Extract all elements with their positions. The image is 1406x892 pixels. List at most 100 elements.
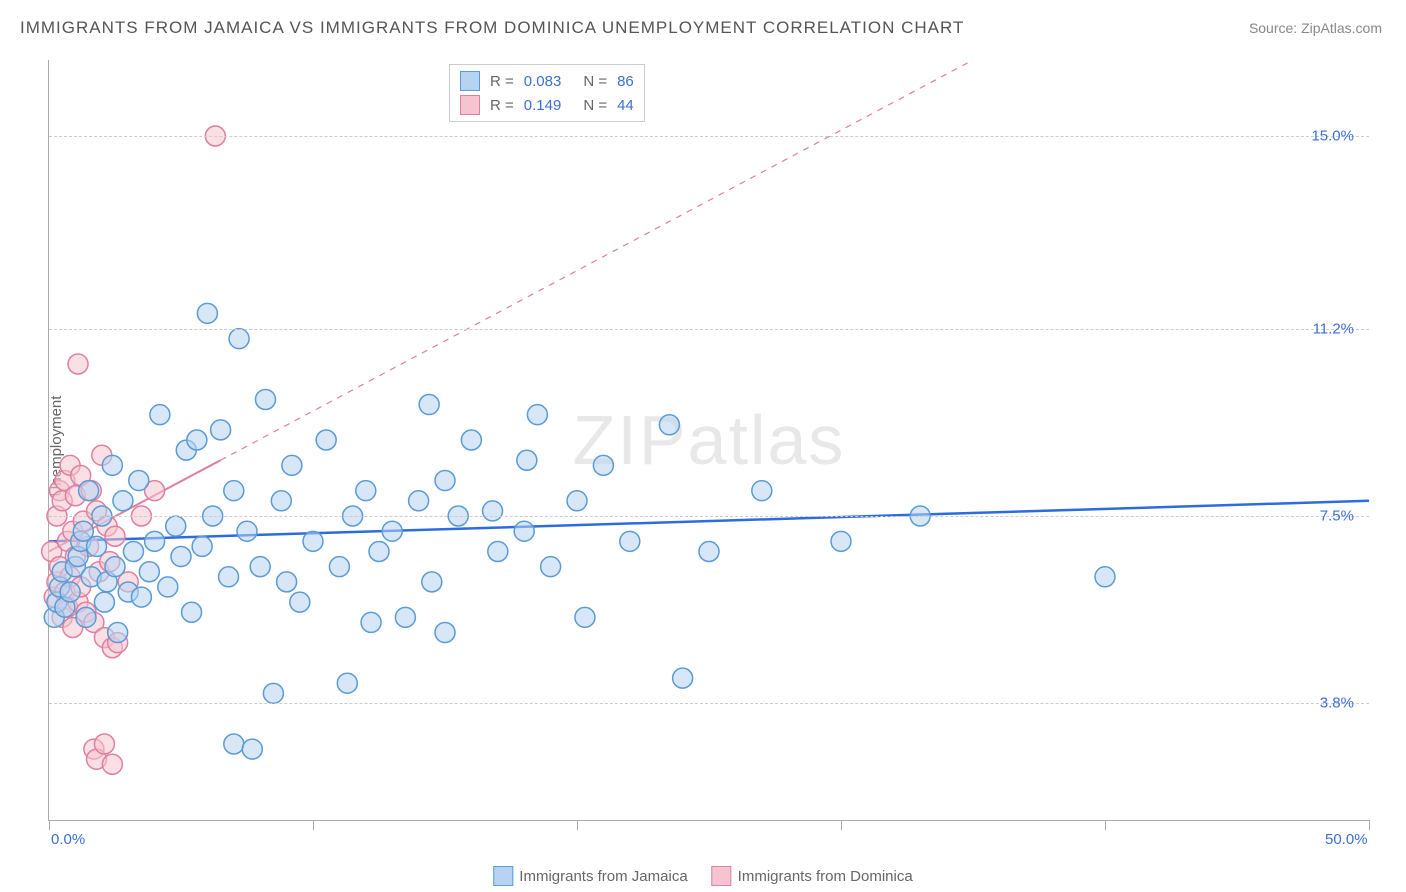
data-point xyxy=(517,450,537,470)
stat-r-value: 0.149 xyxy=(524,97,562,114)
chart-title: IMMIGRANTS FROM JAMAICA VS IMMIGRANTS FR… xyxy=(20,18,964,38)
data-point xyxy=(752,481,772,501)
data-point xyxy=(158,577,178,597)
data-point xyxy=(192,536,212,556)
data-point xyxy=(150,405,170,425)
gridline xyxy=(49,703,1369,704)
data-point xyxy=(541,557,561,577)
data-point xyxy=(131,587,151,607)
data-point xyxy=(620,531,640,551)
data-point xyxy=(105,526,125,546)
data-point xyxy=(290,592,310,612)
legend-swatch xyxy=(493,866,513,886)
data-point xyxy=(316,430,336,450)
data-point xyxy=(361,612,381,632)
stat-row: R =0.083N =86 xyxy=(460,69,634,93)
stat-r-label: R = xyxy=(490,73,514,90)
data-point xyxy=(108,623,128,643)
data-point xyxy=(182,602,202,622)
data-point xyxy=(488,541,508,561)
data-point xyxy=(171,547,191,567)
data-point xyxy=(211,420,231,440)
data-point xyxy=(87,536,107,556)
stat-row: R = 0.149 N = 44 xyxy=(460,93,634,117)
x-tick xyxy=(313,820,314,830)
data-point xyxy=(94,734,114,754)
stat-r-label: R = xyxy=(490,97,514,114)
data-point xyxy=(514,521,534,541)
data-point xyxy=(575,607,595,627)
plot-area: ZIPatlas R =0.083N =86R =0.149N =44 3.8%… xyxy=(48,60,1369,821)
data-point xyxy=(422,572,442,592)
data-point xyxy=(435,471,455,491)
data-point xyxy=(129,471,149,491)
gridline xyxy=(49,136,1369,137)
data-point xyxy=(435,623,455,643)
x-tick xyxy=(1369,820,1370,830)
data-point xyxy=(237,521,257,541)
data-point xyxy=(255,389,275,409)
data-point xyxy=(68,354,88,374)
data-point xyxy=(409,491,429,511)
data-point xyxy=(527,405,547,425)
stat-n-label: N = xyxy=(583,97,607,114)
data-point xyxy=(105,557,125,577)
data-point xyxy=(197,303,217,323)
data-point xyxy=(593,455,613,475)
legend-item: Immigrants from Jamaica xyxy=(493,866,687,886)
legend-label: Immigrants from Dominica xyxy=(738,868,913,885)
data-point xyxy=(1095,567,1115,587)
data-point xyxy=(224,481,244,501)
data-point xyxy=(382,521,402,541)
stats-legend: R =0.083N =86R =0.149N =44 xyxy=(449,64,645,122)
gridline xyxy=(49,516,1369,517)
data-point xyxy=(76,607,96,627)
data-point xyxy=(337,673,357,693)
x-tick xyxy=(1105,820,1106,830)
data-point xyxy=(395,607,415,627)
data-point xyxy=(567,491,587,511)
data-point xyxy=(113,491,133,511)
data-point xyxy=(263,683,283,703)
legend-swatch xyxy=(460,95,480,115)
x-tick-label: 50.0% xyxy=(1325,831,1368,848)
data-point xyxy=(277,572,297,592)
data-point xyxy=(303,531,323,551)
data-point xyxy=(356,481,376,501)
x-tick xyxy=(49,820,50,830)
legend-swatch xyxy=(460,71,480,91)
stat-r-value: 0.083 xyxy=(524,73,562,90)
legend-label: Immigrants from Jamaica xyxy=(519,868,687,885)
data-point xyxy=(369,541,389,561)
data-point xyxy=(271,491,291,511)
gridline xyxy=(49,329,1369,330)
legend-swatch xyxy=(712,866,732,886)
data-point xyxy=(483,501,503,521)
data-point xyxy=(79,481,99,501)
data-point xyxy=(831,531,851,551)
data-point xyxy=(60,582,80,602)
data-point xyxy=(242,739,262,759)
stat-n-value: 44 xyxy=(617,97,634,114)
y-tick-label: 7.5% xyxy=(1320,508,1354,525)
x-tick xyxy=(577,820,578,830)
data-point xyxy=(461,430,481,450)
scatter-plot xyxy=(49,60,1369,820)
y-tick-label: 3.8% xyxy=(1320,695,1354,712)
y-tick-label: 11.2% xyxy=(1313,320,1354,337)
data-point xyxy=(250,557,270,577)
data-point xyxy=(102,455,122,475)
data-point xyxy=(102,754,122,774)
stat-n-label: N = xyxy=(583,73,607,90)
data-point xyxy=(187,430,207,450)
data-point xyxy=(329,557,349,577)
data-point xyxy=(123,541,143,561)
chart-container: IMMIGRANTS FROM JAMAICA VS IMMIGRANTS FR… xyxy=(0,0,1406,892)
x-tick-label: 0.0% xyxy=(51,831,85,848)
data-point xyxy=(699,541,719,561)
data-point xyxy=(282,455,302,475)
legend-bottom: Immigrants from Jamaica Immigrants from D… xyxy=(493,866,912,886)
data-point xyxy=(224,734,244,754)
legend-item: Immigrants from Dominica xyxy=(712,866,913,886)
data-point xyxy=(659,415,679,435)
